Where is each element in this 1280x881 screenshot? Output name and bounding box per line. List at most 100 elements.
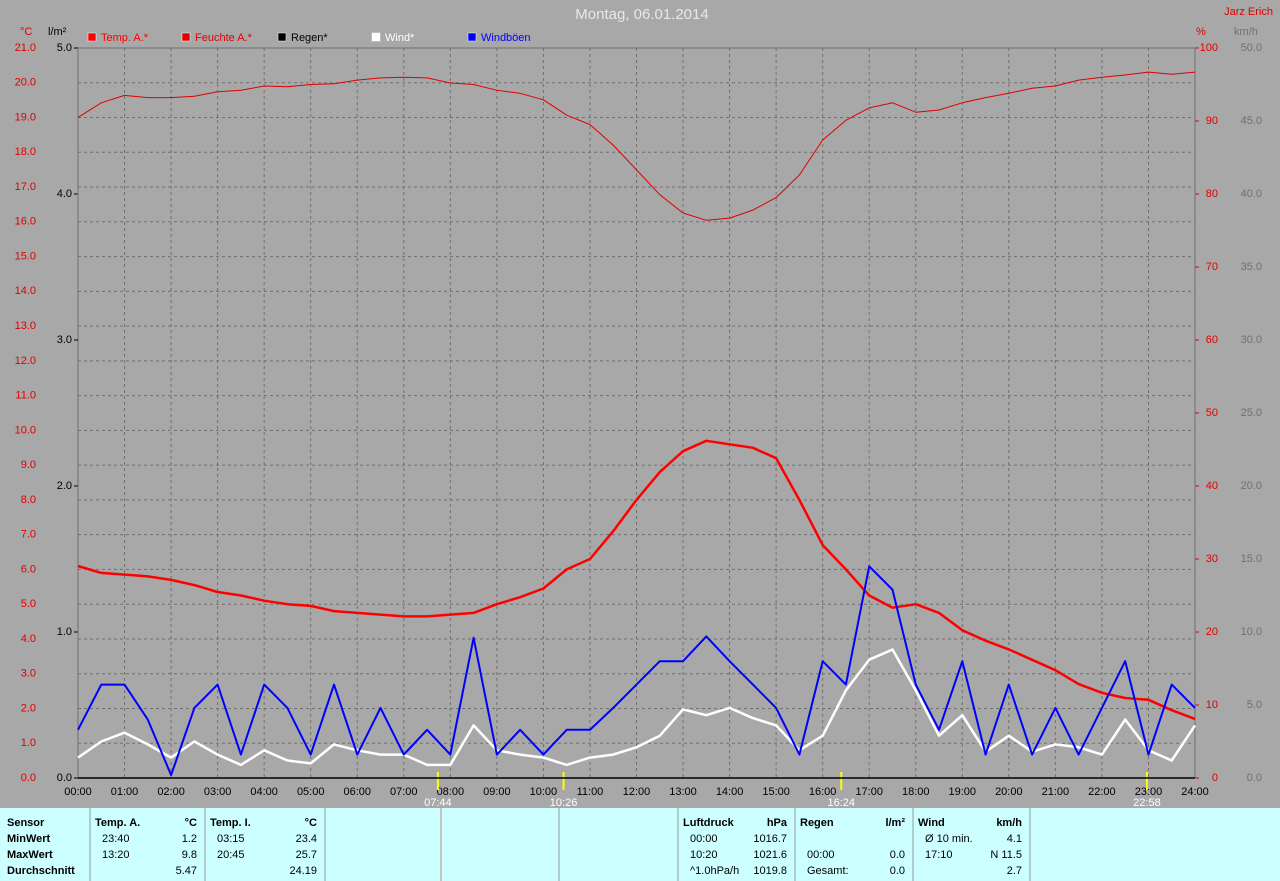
- x-tick-label: 24:00: [1181, 786, 1209, 798]
- x-tick-label: 09:00: [483, 786, 511, 798]
- stat-header: Temp. A.: [95, 817, 140, 829]
- row-label: Sensor: [7, 817, 45, 829]
- legend-swatch: [277, 32, 287, 42]
- y-tick-label: 12.0: [15, 355, 36, 367]
- y-tick-label: 14.0: [15, 285, 36, 297]
- x-tick-label: 03:00: [204, 786, 232, 798]
- x-tick-label: 02:00: [157, 786, 185, 798]
- y-tick-label: 11.0: [15, 390, 36, 402]
- y-tick-label: 5.0: [21, 598, 36, 610]
- y-tick-label: 13.0: [15, 320, 36, 332]
- y-tick-label: 7.0: [21, 529, 36, 541]
- stat-value: 25.7: [296, 849, 317, 861]
- stat-time: Ø 10 min.: [925, 833, 973, 845]
- stat-header: Luftdruck: [683, 817, 735, 829]
- stat-value: 9.8: [182, 849, 197, 861]
- stat-time: Gesamt:: [807, 865, 849, 877]
- stat-time: 10:20: [690, 849, 718, 861]
- stat-header: Regen: [800, 817, 834, 829]
- legend-swatch: [467, 32, 477, 42]
- stat-value: N 11.5: [990, 849, 1022, 861]
- y-tick-label: 4.0: [21, 633, 36, 645]
- stat-unit: hPa: [767, 817, 788, 829]
- stat-value: 5.47: [176, 865, 197, 877]
- y4-tick-label: 2.0: [57, 480, 72, 492]
- y-tick-label: 21.0: [15, 42, 36, 54]
- y-tick-label: 8.0: [21, 494, 36, 506]
- stat-unit: l/m²: [885, 817, 905, 829]
- y2-tick-label: 90: [1206, 115, 1218, 127]
- y2-tick-label: 50: [1206, 407, 1218, 419]
- stat-value: 24.19: [289, 865, 317, 877]
- chart-title: Montag, 06.01.2014: [575, 6, 708, 23]
- y2-tick-label: 30: [1206, 553, 1218, 565]
- stat-time: 17:10: [925, 849, 953, 861]
- legend-swatch: [87, 32, 97, 42]
- stat-value: 23.4: [296, 833, 317, 845]
- row-label: MinWert: [7, 833, 51, 845]
- stat-unit: °C: [305, 817, 317, 829]
- stat-value: 0.0: [890, 849, 905, 861]
- x-tick-label: 20:00: [995, 786, 1023, 798]
- y-tick-label: 18.0: [15, 146, 36, 158]
- stat-header: Wind: [918, 817, 945, 829]
- y2-tick-label: 70: [1206, 261, 1218, 273]
- x-tick-label: 13:00: [669, 786, 697, 798]
- y2-tick-label: 0: [1212, 772, 1218, 784]
- y3-tick-label: 10.0: [1241, 626, 1262, 638]
- stat-time: 03:15: [217, 833, 245, 845]
- y3-tick-label: 25.0: [1241, 407, 1262, 419]
- legend-swatch: [371, 32, 381, 42]
- author: Jarz Erich: [1224, 6, 1273, 18]
- y-tick-label: 3.0: [21, 668, 36, 680]
- legend-label: Temp. A.*: [101, 32, 149, 44]
- y-tick-label: 6.0: [21, 563, 36, 575]
- legend-swatch: [181, 32, 191, 42]
- y3-tick-label: 35.0: [1241, 261, 1262, 273]
- x-tick-label: 04:00: [250, 786, 278, 798]
- stat-value: 1.2: [182, 833, 197, 845]
- row-label: MaxWert: [7, 849, 53, 861]
- y3-tick-label: 20.0: [1241, 480, 1262, 492]
- stat-time: 00:00: [807, 849, 835, 861]
- series-line: [77, 71, 1196, 221]
- y4-tick-label: 0.0: [57, 772, 72, 784]
- y3-tick-label: 40.0: [1241, 188, 1262, 200]
- stat-value: 1021.6: [753, 849, 787, 861]
- legend-label: Feuchte A.*: [195, 32, 253, 44]
- x-tick-label: 10:00: [530, 786, 558, 798]
- x-tick-label: 16:00: [809, 786, 837, 798]
- y2-tick-label: 80: [1206, 188, 1218, 200]
- y3-tick-label: 45.0: [1241, 115, 1262, 127]
- table-grid: [89, 808, 1031, 881]
- x-tick-label: 21:00: [1042, 786, 1070, 798]
- marker-label: 22:58: [1133, 797, 1161, 809]
- stat-value: 1019.8: [753, 865, 787, 877]
- y-tick-label: 19.0: [15, 111, 36, 123]
- y4-tick-label: 1.0: [57, 626, 72, 638]
- y-tick-label: 17.0: [15, 181, 36, 193]
- y-tick-label: 20.0: [15, 77, 36, 89]
- x-tick-label: 15:00: [762, 786, 790, 798]
- y2-tick-label: 60: [1206, 334, 1218, 346]
- y4-tick-label: 3.0: [57, 334, 72, 346]
- series-line: [77, 648, 1197, 767]
- x-tick-label: 18:00: [902, 786, 930, 798]
- legend-label: Regen*: [291, 32, 328, 44]
- y3-tick-label: 5.0: [1247, 699, 1262, 711]
- x-tick-label: 22:00: [1088, 786, 1116, 798]
- y2-tick-label: 40: [1206, 480, 1218, 492]
- x-tick-label: 14:00: [716, 786, 744, 798]
- x-tick-label: 23:00: [1135, 786, 1163, 798]
- unit-label: %: [1196, 26, 1206, 38]
- x-tick-label: 19:00: [949, 786, 977, 798]
- marker-label: 07:44: [424, 797, 452, 809]
- x-tick-label: 01:00: [111, 786, 139, 798]
- stat-value: 1016.7: [753, 833, 787, 845]
- y4-tick-label: 5.0: [57, 42, 72, 54]
- stat-value: 4.1: [1007, 833, 1022, 845]
- y4-tick-label: 4.0: [57, 188, 72, 200]
- stat-time: 00:00: [690, 833, 718, 845]
- y-tick-label: 9.0: [21, 459, 36, 471]
